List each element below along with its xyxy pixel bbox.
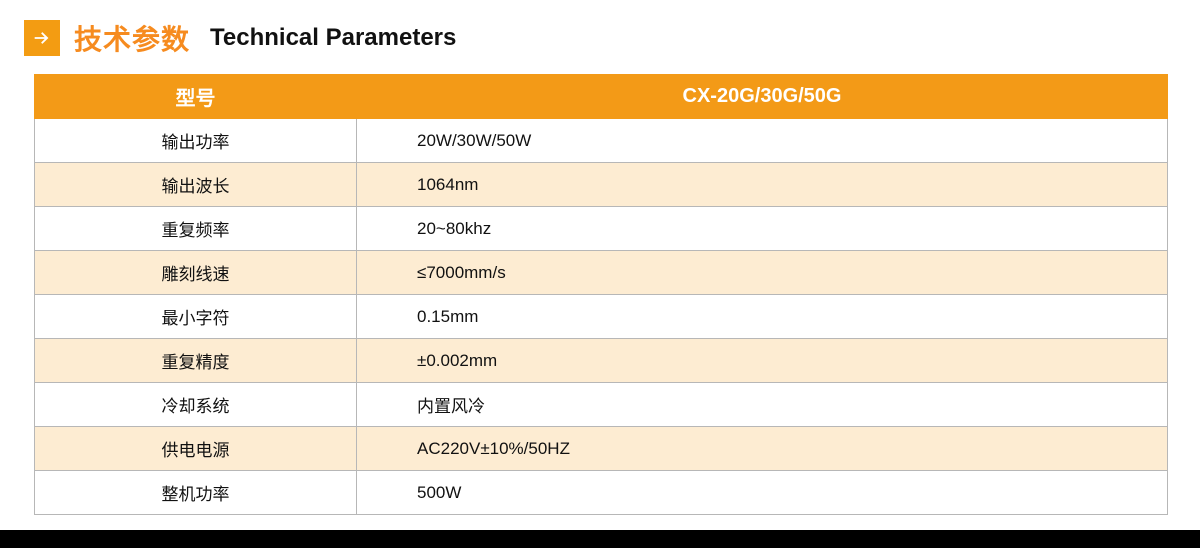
- param-label: 输出功率: [35, 119, 357, 163]
- table-row: 供电电源 AC220V±10%/50HZ: [35, 427, 1168, 471]
- title-cn: 技术参数: [74, 18, 190, 58]
- section-header: 技术参数 Technical Parameters: [0, 0, 1200, 74]
- table-row: 雕刻线速 ≤7000mm/s: [35, 251, 1168, 295]
- param-value: ≤7000mm/s: [357, 251, 1168, 295]
- param-label: 整机功率: [35, 471, 357, 515]
- param-label: 冷却系统: [35, 383, 357, 427]
- param-value: 1064nm: [357, 163, 1168, 207]
- param-value: 内置风冷: [357, 383, 1168, 427]
- param-label: 输出波长: [35, 163, 357, 207]
- table-row: 输出波长 1064nm: [35, 163, 1168, 207]
- param-label: 供电电源: [35, 427, 357, 471]
- param-label: 最小字符: [35, 295, 357, 339]
- param-value: ±0.002mm: [357, 339, 1168, 383]
- parameters-table-wrap: 型号 CX-20G/30G/50G 输出功率 20W/30W/50W 输出波长 …: [0, 74, 1200, 515]
- header-model-value: CX-20G/30G/50G: [357, 75, 1168, 119]
- footer-bar: [0, 530, 1200, 548]
- table-row: 最小字符 0.15mm: [35, 295, 1168, 339]
- table-header-row: 型号 CX-20G/30G/50G: [35, 75, 1168, 119]
- title-en: Technical Parameters: [210, 24, 456, 52]
- param-label: 雕刻线速: [35, 251, 357, 295]
- param-label: 重复精度: [35, 339, 357, 383]
- header-model-label: 型号: [35, 75, 357, 119]
- param-value: 20W/30W/50W: [357, 119, 1168, 163]
- param-value: 20~80khz: [357, 207, 1168, 251]
- param-label: 重复频率: [35, 207, 357, 251]
- param-value: 0.15mm: [357, 295, 1168, 339]
- table-row: 冷却系统 内置风冷: [35, 383, 1168, 427]
- table-row: 输出功率 20W/30W/50W: [35, 119, 1168, 163]
- table-row: 重复精度 ±0.002mm: [35, 339, 1168, 383]
- table-row: 重复频率 20~80khz: [35, 207, 1168, 251]
- parameters-table: 型号 CX-20G/30G/50G 输出功率 20W/30W/50W 输出波长 …: [34, 74, 1168, 515]
- arrow-right-icon: [24, 20, 60, 56]
- param-value: 500W: [357, 471, 1168, 515]
- table-row: 整机功率 500W: [35, 471, 1168, 515]
- param-value: AC220V±10%/50HZ: [357, 427, 1168, 471]
